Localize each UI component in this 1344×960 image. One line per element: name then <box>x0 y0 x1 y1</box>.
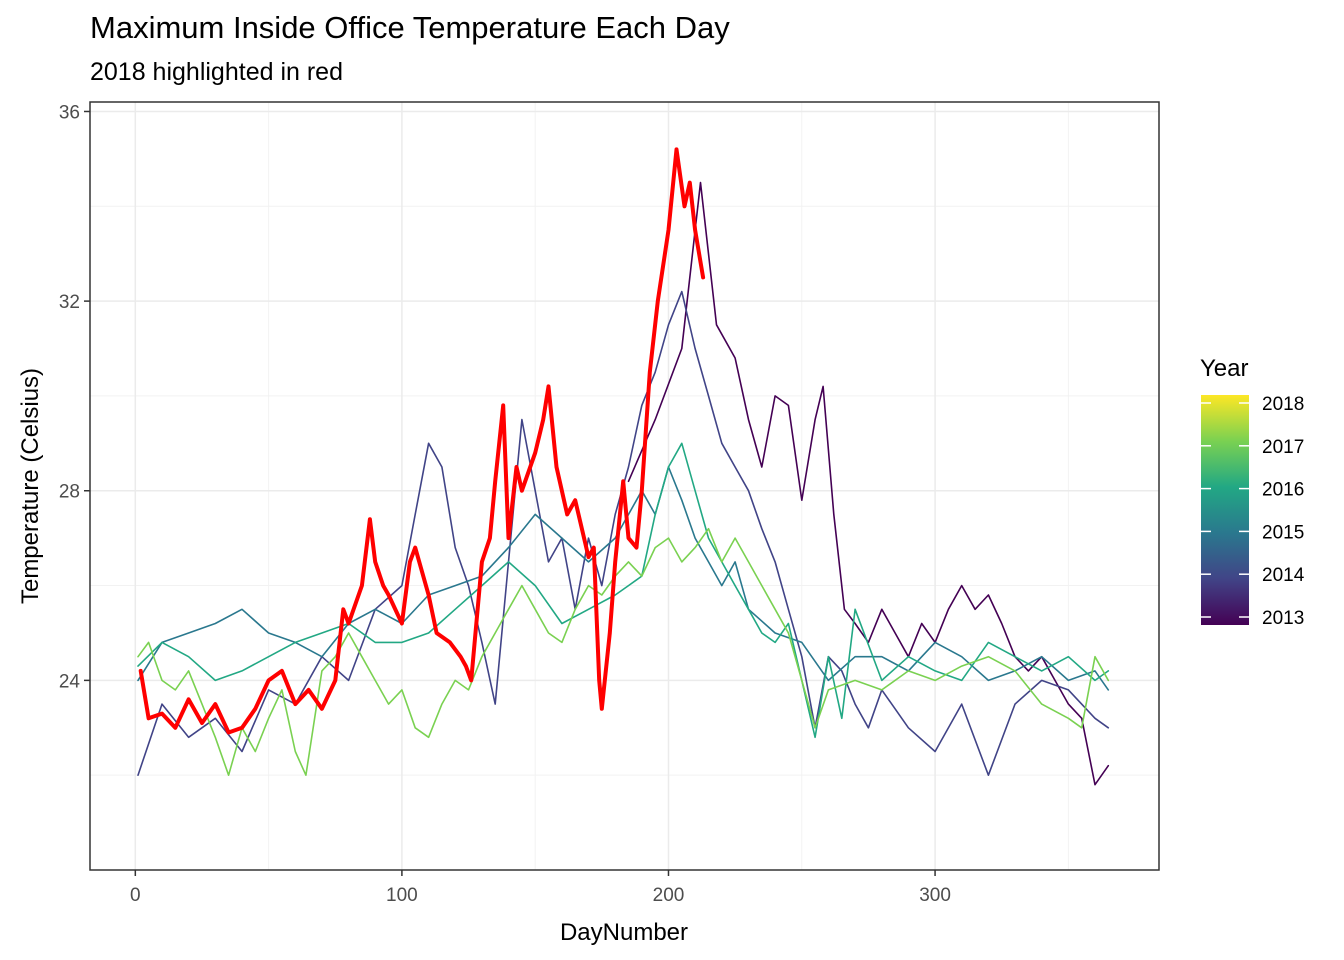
y-tick-label: 28 <box>59 482 80 503</box>
y-tick-label: 36 <box>59 102 80 123</box>
y-tick-label: 24 <box>59 671 81 692</box>
legend-label: 2016 <box>1262 480 1304 501</box>
legend-label: 2015 <box>1262 522 1304 543</box>
legend-label: 2013 <box>1262 608 1304 629</box>
legend-label: 2014 <box>1262 565 1305 586</box>
series-line-2014 <box>137 290 1110 777</box>
legend-title: Year <box>1200 355 1249 382</box>
gridlines <box>90 102 1159 870</box>
x-axis-title: DayNumber <box>560 919 688 946</box>
chart-title: Maximum Inside Office Temperature Each D… <box>90 10 730 45</box>
x-tick-label: 300 <box>919 885 951 906</box>
series-line-2017 <box>137 527 1110 777</box>
plot-border <box>89 101 1160 871</box>
series-line-2018 <box>138 147 706 735</box>
y-axis-title: Temperature (Celsius) <box>17 368 44 604</box>
x-tick-label: 200 <box>653 885 685 906</box>
legend: Year 2018 2017 2016 2015 2014 2013 <box>1200 355 1305 629</box>
series-layer <box>137 147 1110 786</box>
y-tick-label: 32 <box>59 292 80 313</box>
legend-colorbar <box>1201 395 1249 625</box>
x-tick-label: 0 <box>130 885 141 906</box>
x-tick-label: 100 <box>386 885 418 906</box>
legend-label: 2017 <box>1262 437 1304 458</box>
chart-subtitle: 2018 highlighted in red <box>90 58 343 86</box>
legend-ticks: 2018 2017 2016 2015 2014 2013 <box>1201 394 1305 629</box>
axes: 0 100 200 300 24 28 32 36 <box>59 102 951 906</box>
legend-label: 2018 <box>1262 394 1304 415</box>
